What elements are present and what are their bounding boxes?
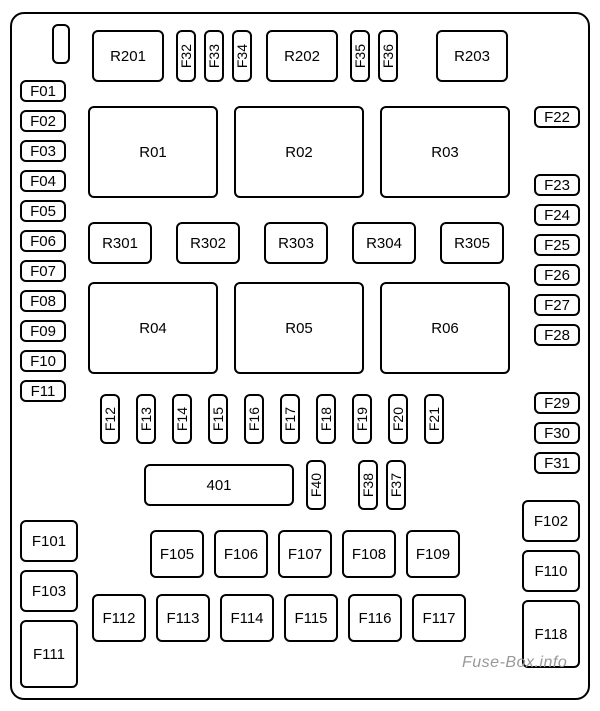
fuse-F108: F108 bbox=[342, 530, 396, 578]
fuse-label: F16 bbox=[246, 407, 262, 431]
fuse-F28: F28 bbox=[534, 324, 580, 346]
fuse-F25: F25 bbox=[534, 234, 580, 256]
fuse-F14: F14 bbox=[172, 394, 192, 444]
fuse-F01: F01 bbox=[20, 80, 66, 102]
fuse-label: F14 bbox=[174, 407, 190, 431]
fuse-R301: R301 bbox=[88, 222, 152, 264]
fuse-F15: F15 bbox=[208, 394, 228, 444]
fuse-F06: F06 bbox=[20, 230, 66, 252]
fuse-F05: F05 bbox=[20, 200, 66, 222]
fuse-R201: R201 bbox=[92, 30, 164, 82]
watermark-text: Fuse-Box.info bbox=[462, 654, 567, 672]
fuse-F17: F17 bbox=[280, 394, 300, 444]
fuse-R04: R04 bbox=[88, 282, 218, 374]
fuse-F18: F18 bbox=[316, 394, 336, 444]
fuse-R304: R304 bbox=[352, 222, 416, 264]
fuse-F04: F04 bbox=[20, 170, 66, 192]
fuse-F101: F101 bbox=[20, 520, 78, 562]
fuse-F23: F23 bbox=[534, 174, 580, 196]
fuse-F32: F32 bbox=[176, 30, 196, 82]
fuse-F117: F117 bbox=[412, 594, 466, 642]
fuse-label: F21 bbox=[426, 407, 442, 431]
fuse-label: F35 bbox=[352, 44, 368, 68]
fuse-R03: R03 bbox=[380, 106, 510, 198]
fuse-label: F20 bbox=[390, 407, 406, 431]
fuse-F30: F30 bbox=[534, 422, 580, 444]
fuse-F111: F111 bbox=[20, 620, 78, 688]
fuse-F33: F33 bbox=[204, 30, 224, 82]
fuse-F19: F19 bbox=[352, 394, 372, 444]
fuse-F40: F40 bbox=[306, 460, 326, 510]
fuse-label: F37 bbox=[388, 473, 404, 497]
fuse-F16: F16 bbox=[244, 394, 264, 444]
fuse-F107: F107 bbox=[278, 530, 332, 578]
fuse-F12: F12 bbox=[100, 394, 120, 444]
fuse-F103: F103 bbox=[20, 570, 78, 612]
fuse-F110: F110 bbox=[522, 550, 580, 592]
fuse-label: F40 bbox=[308, 473, 324, 497]
fuse-F37: F37 bbox=[386, 460, 406, 510]
fuse-label: F17 bbox=[282, 407, 298, 431]
fuse-F115: F115 bbox=[284, 594, 338, 642]
fuse-F35: F35 bbox=[350, 30, 370, 82]
fuse-label: F33 bbox=[206, 44, 222, 68]
fuse-F114: F114 bbox=[220, 594, 274, 642]
fuse-R302: R302 bbox=[176, 222, 240, 264]
fuse-F112: F112 bbox=[92, 594, 146, 642]
fuse-label: F34 bbox=[234, 44, 250, 68]
fuse-F116: F116 bbox=[348, 594, 402, 642]
fuse-blank-top bbox=[52, 24, 70, 64]
fuse-F22: F22 bbox=[534, 106, 580, 128]
fuse-label: F12 bbox=[102, 407, 118, 431]
fuse-F105: F105 bbox=[150, 530, 204, 578]
fuse-F11: F11 bbox=[20, 380, 66, 402]
fuse-R05: R05 bbox=[234, 282, 364, 374]
fuse-F21: F21 bbox=[424, 394, 444, 444]
fuse-F24: F24 bbox=[534, 204, 580, 226]
fuse-F02: F02 bbox=[20, 110, 66, 132]
fuse-F29: F29 bbox=[534, 392, 580, 414]
fuse-401: 401 bbox=[144, 464, 294, 506]
fuse-F08: F08 bbox=[20, 290, 66, 312]
fuse-F113: F113 bbox=[156, 594, 210, 642]
fuse-R303: R303 bbox=[264, 222, 328, 264]
fuse-R203: R203 bbox=[436, 30, 508, 82]
fuse-R06: R06 bbox=[380, 282, 510, 374]
fuse-R202: R202 bbox=[266, 30, 338, 82]
fuse-label: F36 bbox=[380, 44, 396, 68]
fuse-F03: F03 bbox=[20, 140, 66, 162]
fuse-label: F19 bbox=[354, 407, 370, 431]
fuse-label: F38 bbox=[360, 473, 376, 497]
fuse-F10: F10 bbox=[20, 350, 66, 372]
fuse-F34: F34 bbox=[232, 30, 252, 82]
fuse-R305: R305 bbox=[440, 222, 504, 264]
fuse-F13: F13 bbox=[136, 394, 156, 444]
fuse-box-diagram: R201 F32 F33 F34 R202 F35 F36 R203 F01 F02 F03 F04 F… bbox=[0, 0, 600, 711]
fuse-F26: F26 bbox=[534, 264, 580, 286]
fuse-F102: F102 bbox=[522, 500, 580, 542]
fuse-F27: F27 bbox=[534, 294, 580, 316]
fuse-R01: R01 bbox=[88, 106, 218, 198]
fuse-label: F13 bbox=[138, 407, 154, 431]
fuse-label: F32 bbox=[178, 44, 194, 68]
fuse-F31: F31 bbox=[534, 452, 580, 474]
fuse-R02: R02 bbox=[234, 106, 364, 198]
fuse-label: F15 bbox=[210, 407, 226, 431]
fuse-F20: F20 bbox=[388, 394, 408, 444]
fuse-label: F18 bbox=[318, 407, 334, 431]
fuse-F36: F36 bbox=[378, 30, 398, 82]
fuse-F106: F106 bbox=[214, 530, 268, 578]
fuse-F38: F38 bbox=[358, 460, 378, 510]
fuse-F09: F09 bbox=[20, 320, 66, 342]
fuse-F07: F07 bbox=[20, 260, 66, 282]
fuse-F109: F109 bbox=[406, 530, 460, 578]
